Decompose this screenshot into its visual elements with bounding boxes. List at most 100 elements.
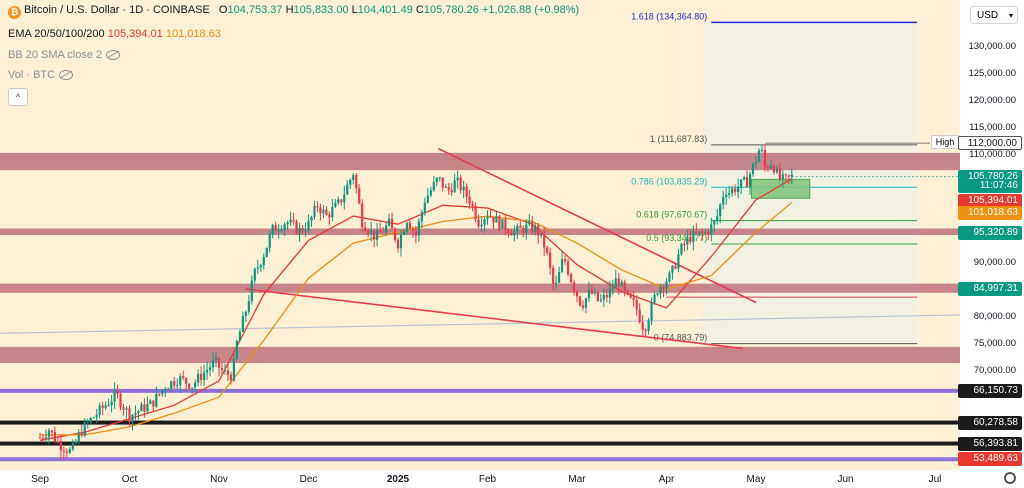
fib-level-label: 1 (111,687.83) [650, 134, 707, 144]
candle-body [614, 278, 617, 288]
candle-body [662, 287, 665, 289]
candle-body [620, 281, 623, 287]
ohlc-open: 104,753.37 [227, 4, 283, 16]
candle-body [408, 223, 412, 229]
horizontal-level-line [0, 420, 960, 425]
candle-body [441, 177, 444, 188]
candle-body [393, 228, 397, 240]
candle-body [745, 177, 749, 187]
candle-body [161, 390, 164, 395]
candle-body [265, 247, 268, 257]
price-axis-tick-label: 130,000.00 [968, 41, 1016, 52]
candle-body [653, 294, 656, 303]
settings-gear-icon[interactable] [1004, 472, 1016, 484]
candle-body [92, 417, 95, 419]
candle-body [381, 232, 385, 234]
candle-body [489, 216, 492, 218]
candle-body [44, 437, 48, 439]
candle-body [220, 368, 224, 371]
fib-level-label: 0.618 (97,670.67) [636, 210, 707, 220]
candle-body [197, 373, 200, 383]
candle-body [346, 184, 349, 195]
resistance-zone [0, 346, 960, 364]
candle-body [274, 224, 277, 232]
candle-body [683, 243, 686, 245]
candle-body [584, 298, 588, 308]
candle-body [390, 218, 394, 229]
candle-body [402, 231, 406, 235]
time-axis-tick-label: Jun [837, 474, 853, 485]
candle-body [689, 236, 692, 243]
candle-body [352, 175, 355, 180]
candle-body [143, 404, 146, 412]
candle-body [110, 401, 113, 406]
candle-body [77, 432, 80, 442]
ema-value-1: 105,394.01 [107, 28, 163, 40]
candle-body [680, 243, 683, 255]
hidden-eye-icon[interactable] [59, 70, 74, 81]
time-axis-tick-label: Nov [210, 474, 228, 485]
candle-body [313, 206, 316, 217]
candle-body [510, 233, 513, 236]
candle-body [751, 163, 755, 175]
price-axis-badge: 53,489.63 [958, 452, 1022, 467]
candle-body [396, 239, 400, 249]
price-axis-badge: 11:07:46 [958, 178, 1022, 193]
candle-body [734, 188, 737, 193]
candle-body [301, 228, 304, 232]
candle-body [587, 289, 591, 299]
candle-body [423, 202, 426, 213]
volume-indicator-row[interactable]: Vol · BTC [8, 69, 74, 81]
candle-body [128, 408, 131, 422]
collapse-legend-button[interactable]: ^ [8, 88, 28, 106]
candle-body [674, 265, 677, 269]
candle-body [53, 432, 57, 442]
candle-body [566, 261, 570, 275]
candle-body [787, 175, 790, 177]
candle-body [349, 179, 352, 185]
candle-body [256, 267, 259, 269]
ohlc-open-label: O [218, 4, 228, 16]
price-axis-tick-label: 90,000.00 [974, 257, 1016, 268]
price-axis-badge: 112,000.00 [958, 136, 1022, 151]
candle-body [602, 295, 605, 300]
candle-body [340, 199, 343, 203]
candle-body [146, 403, 149, 412]
price-axis-badge: 60,278.58 [958, 415, 1022, 430]
candle-body [367, 230, 370, 234]
candle-body [495, 216, 498, 223]
candle-body [468, 196, 471, 204]
candle-body [83, 422, 86, 436]
candle-body [611, 287, 614, 289]
candle-body [543, 233, 546, 248]
candle-body [507, 230, 510, 234]
candle-body [644, 329, 647, 331]
candle-body [253, 268, 256, 281]
symbol-header: ₿ Bitcoin / U.S. Dollar · 1D · COINBASE O… [8, 4, 579, 19]
fib-level-label: 1.618 (134,364.80) [631, 11, 707, 21]
candle-body [596, 292, 599, 301]
candle-body [289, 219, 292, 223]
candle-body [140, 404, 143, 411]
candle-body [465, 186, 468, 197]
candle-body [549, 252, 552, 268]
candle-body [68, 449, 71, 453]
support-box [751, 178, 811, 199]
time-axis-tick-label: Feb [479, 474, 497, 485]
candle-body [450, 190, 453, 193]
candle-body [170, 381, 173, 389]
bb-indicator-row[interactable]: BB 20 SMA close 2 [8, 49, 121, 61]
candle-body [778, 168, 781, 180]
symbol-title[interactable]: Bitcoin / U.S. Dollar · 1D · COINBASE [24, 4, 210, 16]
currency-select[interactable]: USD ▾ [970, 6, 1018, 24]
candle-body [540, 233, 543, 236]
ema-line [40, 202, 793, 436]
candle-body [462, 186, 465, 191]
ema-indicator-row[interactable]: EMA 20/50/100/200 105,394.01 101,018.63 [8, 28, 221, 40]
horizontal-level-line [0, 388, 960, 393]
hidden-eye-icon[interactable] [106, 50, 121, 61]
candle-body [528, 221, 531, 225]
candle-body [271, 224, 274, 235]
